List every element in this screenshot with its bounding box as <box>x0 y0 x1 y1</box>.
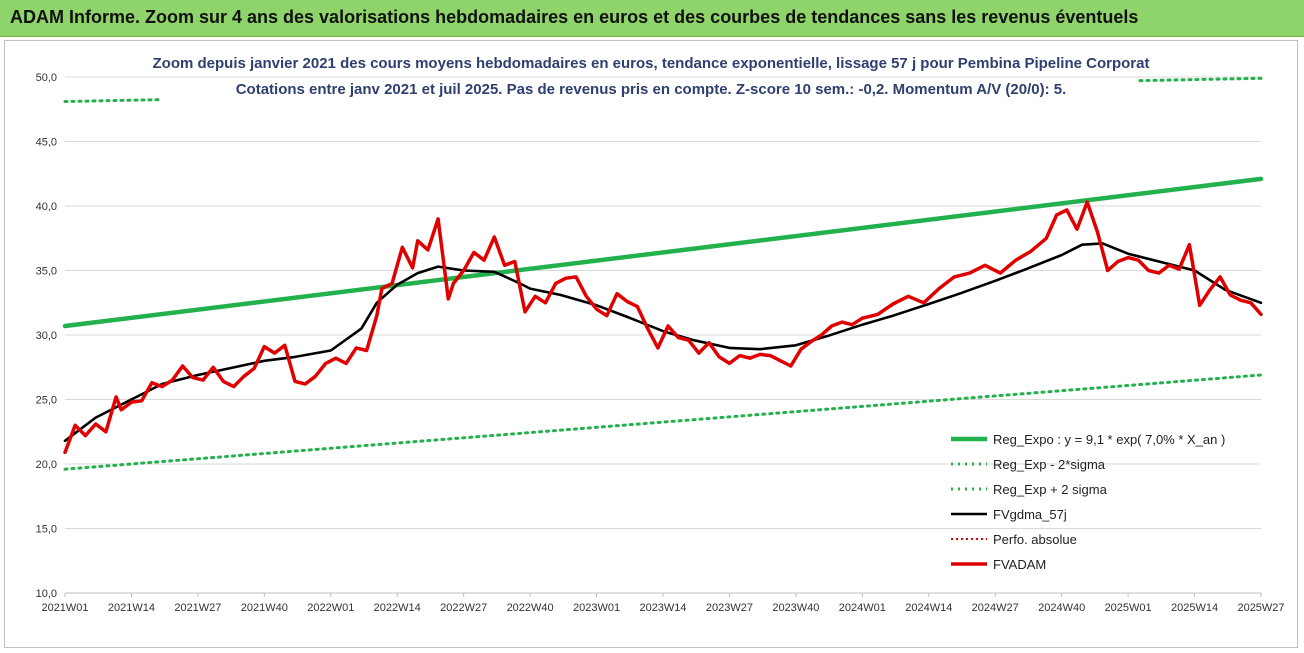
y-axis: 10,0 15,0 20,0 25,0 30,0 35,0 40,0 45,0 50,0 <box>36 72 57 600</box>
series-line-trend <box>62 176 1264 329</box>
chart-title: Zoom depuis janvier 2021 des cours moyen… <box>153 55 1150 72</box>
y-tick-label: 50,0 <box>36 72 57 84</box>
x-tick-label: 2024W14 <box>905 602 952 614</box>
x-tick-label: 2024W01 <box>839 602 886 614</box>
banner-title: ADAM Informe. Zoom sur 4 ans des valoris… <box>10 7 1139 27</box>
x-tick-label: 2022W14 <box>374 602 421 614</box>
x-tick-label: 2025W01 <box>1105 602 1152 614</box>
x-tick-label: 2022W01 <box>307 602 354 614</box>
y-tick-label: 25,0 <box>36 395 57 407</box>
x-tick-label: 2021W27 <box>174 602 221 614</box>
chart-subtitle: Cotations entre janv 2021 et juil 2025. … <box>236 81 1067 98</box>
x-tick-label: 2021W40 <box>241 602 288 614</box>
legend-label-lower: Reg_Exp - 2*sigma <box>993 457 1106 472</box>
y-tick-label: 40,0 <box>36 201 57 213</box>
x-tick-label: 2024W27 <box>972 602 1019 614</box>
x-axis: 2021W01 2021W14 2021W27 2021W40 2022W01 2022W… <box>41 593 1285 614</box>
x-tick-label: 2025W27 <box>1237 602 1284 614</box>
legend-label-price: FVADAM <box>993 557 1046 572</box>
x-tick-label: 2022W40 <box>507 602 554 614</box>
price-chart: Zoom depuis janvier 2021 des cours moyen… <box>36 55 1285 614</box>
y-tick-label: 35,0 <box>36 266 57 278</box>
x-tick-label: 2021W01 <box>41 602 88 614</box>
legend-label-trend: Reg_Expo : y = 9,1 * exp( 7,0% * X_an ) <box>993 432 1225 447</box>
legend-label-upper: Reg_Exp + 2 sigma <box>993 482 1108 497</box>
chart-series <box>62 76 1264 471</box>
y-tick-label: 45,0 <box>36 137 57 149</box>
x-tick-label: 2023W27 <box>706 602 753 614</box>
x-tick-label: 2023W40 <box>772 602 819 614</box>
series-line-mva <box>63 242 1263 443</box>
series-line-lower <box>63 373 1263 471</box>
legend-label-mva: FVgdma_57j <box>993 507 1067 522</box>
y-tick-label: 30,0 <box>36 330 57 342</box>
chart-legend: Reg_Expo : y = 9,1 * exp( 7,0% * X_an ) R… <box>951 432 1225 572</box>
x-tick-label: 2023W01 <box>573 602 620 614</box>
y-tick-label: 15,0 <box>36 524 57 536</box>
series-line-upper-band <box>63 98 162 104</box>
x-tick-label: 2024W40 <box>1038 602 1085 614</box>
series-line-upper-band <box>1138 76 1263 83</box>
x-tick-label: 2021W14 <box>108 602 155 614</box>
report-banner: ADAM Informe. Zoom sur 4 ans des valoris… <box>0 0 1304 37</box>
y-tick-label: 20,0 <box>36 459 57 471</box>
y-tick-label: 10,0 <box>36 588 57 600</box>
chart-frame: Zoom depuis janvier 2021 des cours moyen… <box>4 40 1298 648</box>
legend-label-perf: Perfo. absolue <box>993 532 1077 547</box>
series-line-price <box>63 200 1263 455</box>
x-tick-label: 2023W14 <box>639 602 686 614</box>
x-tick-label: 2022W27 <box>440 602 487 614</box>
x-tick-label: 2025W14 <box>1171 602 1218 614</box>
